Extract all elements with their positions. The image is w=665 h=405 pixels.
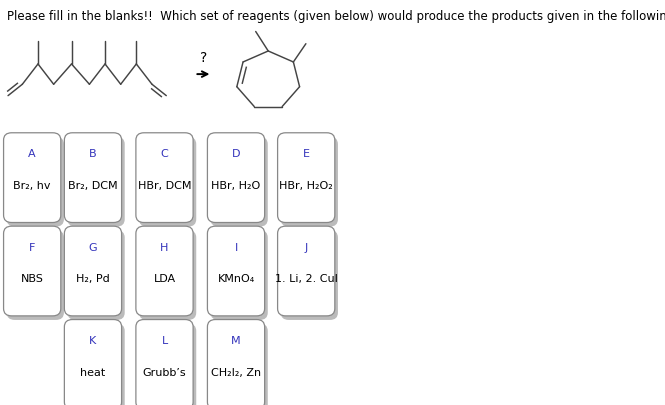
FancyBboxPatch shape	[207, 227, 265, 316]
Text: Br₂, hv: Br₂, hv	[13, 181, 51, 190]
FancyBboxPatch shape	[65, 320, 122, 405]
Text: KMnO₄: KMnO₄	[217, 274, 255, 284]
Text: E: E	[303, 149, 310, 159]
FancyBboxPatch shape	[7, 231, 64, 320]
Text: HBr, H₂O₂: HBr, H₂O₂	[279, 181, 333, 190]
FancyBboxPatch shape	[136, 134, 193, 223]
Text: H₂, Pd: H₂, Pd	[76, 274, 110, 284]
FancyBboxPatch shape	[136, 227, 193, 316]
Text: heat: heat	[80, 367, 106, 377]
Text: ?: ?	[200, 51, 207, 65]
FancyBboxPatch shape	[139, 324, 196, 405]
FancyBboxPatch shape	[211, 231, 268, 320]
FancyBboxPatch shape	[65, 134, 122, 223]
Text: Please fill in the blanks!!  Which set of reagents (given below) would produce t: Please fill in the blanks!! Which set of…	[7, 10, 665, 23]
Text: D: D	[232, 149, 240, 159]
Text: Grubb’s: Grubb’s	[143, 367, 186, 377]
FancyBboxPatch shape	[68, 231, 125, 320]
Text: Br₂, DCM: Br₂, DCM	[68, 181, 118, 190]
FancyBboxPatch shape	[281, 231, 338, 320]
Text: I: I	[234, 242, 237, 252]
Text: CH₂I₂, Zn: CH₂I₂, Zn	[211, 367, 261, 377]
Text: H: H	[160, 242, 169, 252]
FancyBboxPatch shape	[7, 138, 64, 227]
Text: F: F	[29, 242, 35, 252]
FancyBboxPatch shape	[3, 134, 61, 223]
FancyBboxPatch shape	[65, 227, 122, 316]
Text: L: L	[162, 335, 168, 345]
FancyBboxPatch shape	[211, 138, 268, 227]
FancyBboxPatch shape	[207, 320, 265, 405]
FancyBboxPatch shape	[136, 320, 193, 405]
FancyBboxPatch shape	[277, 227, 334, 316]
Text: 1. Li, 2. CuI: 1. Li, 2. CuI	[275, 274, 338, 284]
Text: J: J	[305, 242, 308, 252]
FancyBboxPatch shape	[277, 134, 334, 223]
Text: NBS: NBS	[21, 274, 44, 284]
FancyBboxPatch shape	[211, 324, 268, 405]
Text: K: K	[89, 335, 96, 345]
FancyBboxPatch shape	[3, 227, 61, 316]
Text: HBr, H₂O: HBr, H₂O	[211, 181, 261, 190]
Text: M: M	[231, 335, 241, 345]
FancyBboxPatch shape	[139, 231, 196, 320]
FancyBboxPatch shape	[139, 138, 196, 227]
Text: B: B	[89, 149, 97, 159]
Text: G: G	[88, 242, 97, 252]
Text: A: A	[29, 149, 36, 159]
Text: LDA: LDA	[154, 274, 176, 284]
Text: HBr, DCM: HBr, DCM	[138, 181, 192, 190]
FancyBboxPatch shape	[207, 134, 265, 223]
FancyBboxPatch shape	[68, 324, 125, 405]
FancyBboxPatch shape	[68, 138, 125, 227]
FancyBboxPatch shape	[281, 138, 338, 227]
Text: C: C	[161, 149, 168, 159]
